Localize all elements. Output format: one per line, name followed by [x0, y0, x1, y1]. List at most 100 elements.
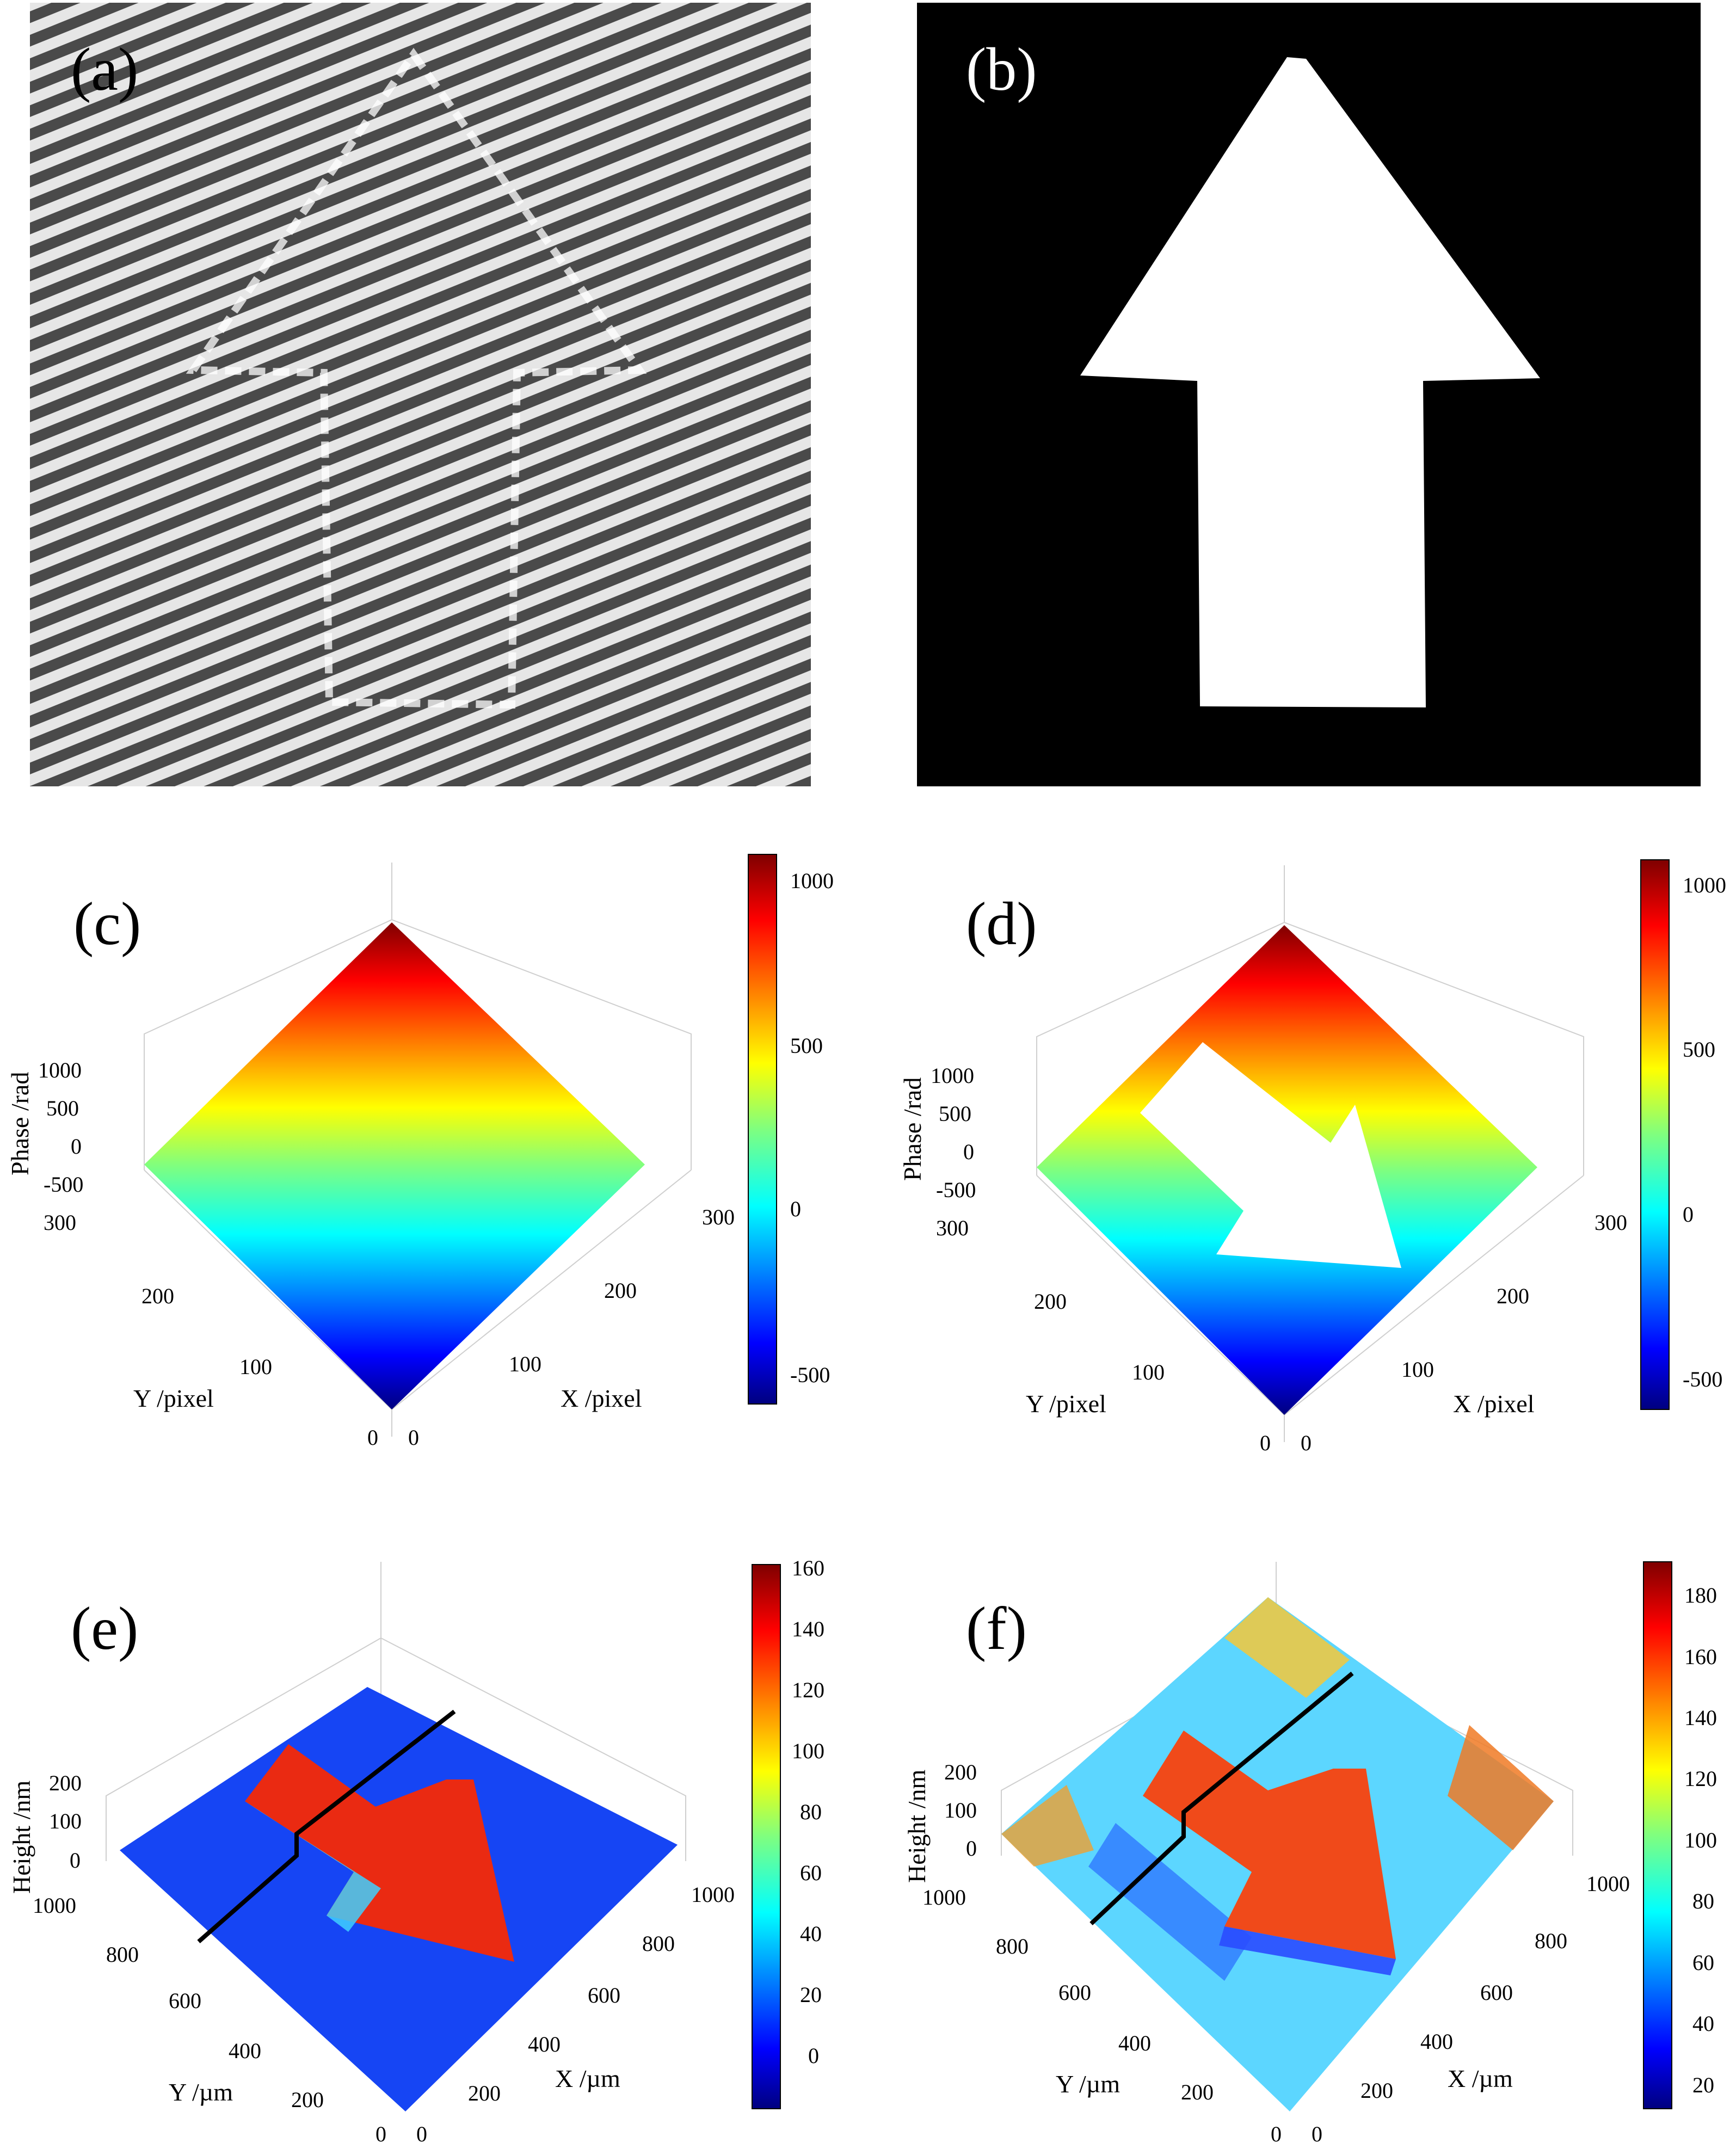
profile-line-f	[1089, 1671, 1354, 1925]
cb-tick-f-3: 120	[1684, 1766, 1717, 1791]
arrow-mask	[1080, 57, 1540, 707]
cb-tick-f-4: 100	[1684, 1828, 1717, 1852]
cb-tick-f-1: 160	[1684, 1645, 1717, 1669]
cb-tick-e-1: 140	[792, 1617, 824, 1641]
height-surface-f-warm-top	[1224, 1597, 1350, 1698]
x-tick-c-1: 200	[604, 1278, 637, 1303]
x-tick-c-0: 300	[702, 1205, 735, 1229]
y-tick-e-3: 400	[229, 2039, 261, 2063]
x-tick-d-2: 100	[1401, 1357, 1434, 1382]
z-axis-label-f: Height /nm	[903, 1770, 931, 1883]
cb-tick-e-6: 40	[800, 1922, 822, 1946]
x-tick-f-4: 200	[1361, 2078, 1393, 2103]
z-tick-c-2: 0	[71, 1134, 82, 1159]
y-tick-f-2: 600	[1058, 1980, 1091, 2005]
z-tick-e-1: 100	[49, 1809, 82, 1833]
z-axis-label-d: Phase /rad	[898, 1077, 926, 1181]
z-tick-f-2: 0	[966, 1836, 977, 1861]
x-tick-d-3: 0	[1301, 1431, 1312, 1455]
y-tick-e-0: 1000	[33, 1893, 76, 1918]
x-axis-label-f: X /µm	[1448, 2065, 1513, 2092]
z-tick-d-0: 1000	[931, 1063, 974, 1088]
panel-e: (e) Height /nm 200 100 0 1000 800 600 40…	[8, 1556, 824, 2143]
z-tick-f-0: 200	[944, 1760, 977, 1784]
x-tick-f-0: 1000	[1586, 1871, 1630, 1896]
x-tick-e-4: 200	[468, 2081, 501, 2105]
cb-tick-d-1: 500	[1683, 1037, 1715, 1062]
height-arrow-e-edge	[245, 1801, 381, 1932]
colorbar-c	[748, 854, 777, 1405]
z-tick-e-2: 0	[70, 1848, 81, 1873]
x-tick-d-0: 300	[1595, 1210, 1627, 1235]
x-tick-e-3: 400	[528, 2032, 561, 2056]
y-tick-d-0: 300	[936, 1216, 969, 1240]
panel-d: (d) Phase /rad 1000 500 0 -500 300 200 1…	[898, 859, 1726, 1455]
x-axis-label-c: X /pixel	[561, 1384, 642, 1412]
z-tick-c-3: -500	[44, 1172, 83, 1197]
cb-tick-c-3: -500	[790, 1363, 830, 1387]
cb-tick-d-0: 1000	[1683, 873, 1726, 897]
panel-label-a: (a)	[71, 36, 138, 103]
height-arrow-f-edge	[1219, 1926, 1396, 1975]
z-tick-e-0: 200	[49, 1771, 82, 1795]
x-tick-c-3: 0	[408, 1425, 419, 1450]
y-tick-f-1: 800	[996, 1934, 1029, 1959]
y-tick-e-4: 200	[291, 2087, 324, 2112]
x-tick-e-5: 0	[416, 2122, 427, 2143]
x-tick-e-1: 800	[642, 1931, 675, 1956]
y-tick-d-3: 0	[1260, 1431, 1271, 1455]
x-axis-label-d: X /pixel	[1453, 1390, 1534, 1418]
cb-tick-e-5: 60	[800, 1861, 822, 1885]
cb-tick-e-0: 160	[792, 1556, 824, 1580]
y-tick-c-3: 0	[367, 1425, 378, 1450]
profile-line-e	[197, 1709, 456, 1944]
z-tick-d-3: -500	[936, 1178, 976, 1202]
cb-tick-d-3: -500	[1683, 1367, 1722, 1391]
x-tick-d-1: 200	[1497, 1284, 1529, 1308]
y-tick-f-4: 200	[1181, 2080, 1214, 2104]
panel-label-c: (c)	[73, 890, 141, 958]
colorbar-d	[1640, 859, 1670, 1410]
cb-tick-d-2: 0	[1683, 1202, 1694, 1227]
x-tick-c-2: 100	[509, 1352, 541, 1376]
x-tick-f-1: 800	[1535, 1929, 1567, 1953]
y-axis-label-e: Y /µm	[169, 2078, 233, 2106]
x-tick-f-5: 0	[1312, 2122, 1322, 2143]
y-tick-f-0: 1000	[922, 1885, 966, 1910]
y-axis-label-c: Y /pixel	[133, 1384, 214, 1412]
cb-tick-c-1: 500	[790, 1033, 823, 1058]
cb-tick-f-2: 140	[1684, 1705, 1717, 1730]
height-arrow-e	[245, 1744, 514, 1962]
y-tick-f-3: 400	[1118, 2031, 1151, 2055]
z-tick-d-1: 500	[939, 1101, 971, 1126]
panel-label-e: (e)	[71, 1595, 138, 1662]
cb-tick-e-3: 100	[792, 1739, 824, 1763]
cb-tick-e-8: 0	[808, 2043, 819, 2068]
y-tick-e-2: 600	[169, 1988, 201, 2013]
z-tick-c-0: 1000	[38, 1058, 82, 1082]
y-axis-label-d: Y /pixel	[1026, 1390, 1106, 1418]
x-tick-f-3: 400	[1420, 2029, 1453, 2054]
cb-tick-f-7: 40	[1692, 2011, 1714, 2036]
panel-c: (c) Phase /rad 1000 500 0 -500 300 200 1…	[6, 854, 834, 1450]
panel-f: (f) Height /nm 200 100 0 1000 800 600 40…	[903, 1561, 1717, 2143]
phase-surface-c	[144, 922, 645, 1409]
cb-tick-e-2: 120	[792, 1678, 824, 1702]
z-tick-f-1: 100	[944, 1798, 977, 1822]
cb-tick-c-0: 1000	[790, 869, 834, 893]
panel-a: (a)	[30, 3, 811, 786]
cb-tick-f-6: 60	[1692, 1950, 1714, 1975]
z-tick-d-2: 0	[963, 1140, 974, 1164]
colorbar-e	[752, 1564, 781, 2109]
cb-tick-f-5: 80	[1692, 1889, 1714, 1913]
colorbar-f	[1643, 1561, 1672, 2109]
y-tick-c-1: 200	[141, 1284, 174, 1308]
panel-label-b: (b)	[966, 36, 1037, 103]
y-tick-c-2: 100	[239, 1354, 272, 1379]
fringe-image	[30, 3, 811, 786]
panel-b: (b)	[917, 3, 1701, 786]
grid-box-c	[144, 863, 692, 1437]
y-tick-e-5: 0	[375, 2122, 386, 2143]
grid-box-d	[1036, 865, 1584, 1442]
